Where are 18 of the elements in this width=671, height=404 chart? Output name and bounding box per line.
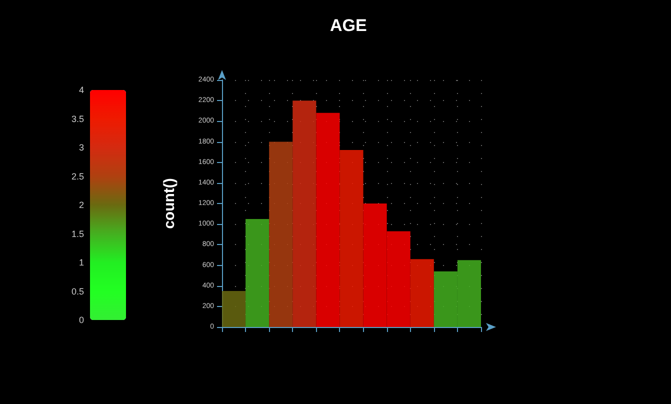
- y-axis-title: count(): [161, 178, 178, 229]
- bar: [269, 142, 293, 327]
- bar: [246, 218, 270, 327]
- color-bar-label: 3.5: [71, 114, 84, 124]
- color-bar-label: 1.5: [71, 228, 84, 239]
- color-bar-label: 4: [78, 85, 84, 95]
- bar: [292, 100, 316, 327]
- color-bar-label: 0: [78, 315, 84, 325]
- color-bar-label: 3: [78, 142, 84, 152]
- chart-title: AGE: [330, 16, 367, 35]
- bar: [410, 259, 434, 327]
- color-bar-label: 0.5: [71, 286, 84, 296]
- color-bar-label: 1: [78, 258, 84, 268]
- color-bar-label: 2.5: [71, 171, 84, 182]
- bar: [316, 112, 340, 327]
- bar: [222, 290, 246, 327]
- color-bar-label: 2: [78, 200, 84, 210]
- bar: [340, 150, 364, 327]
